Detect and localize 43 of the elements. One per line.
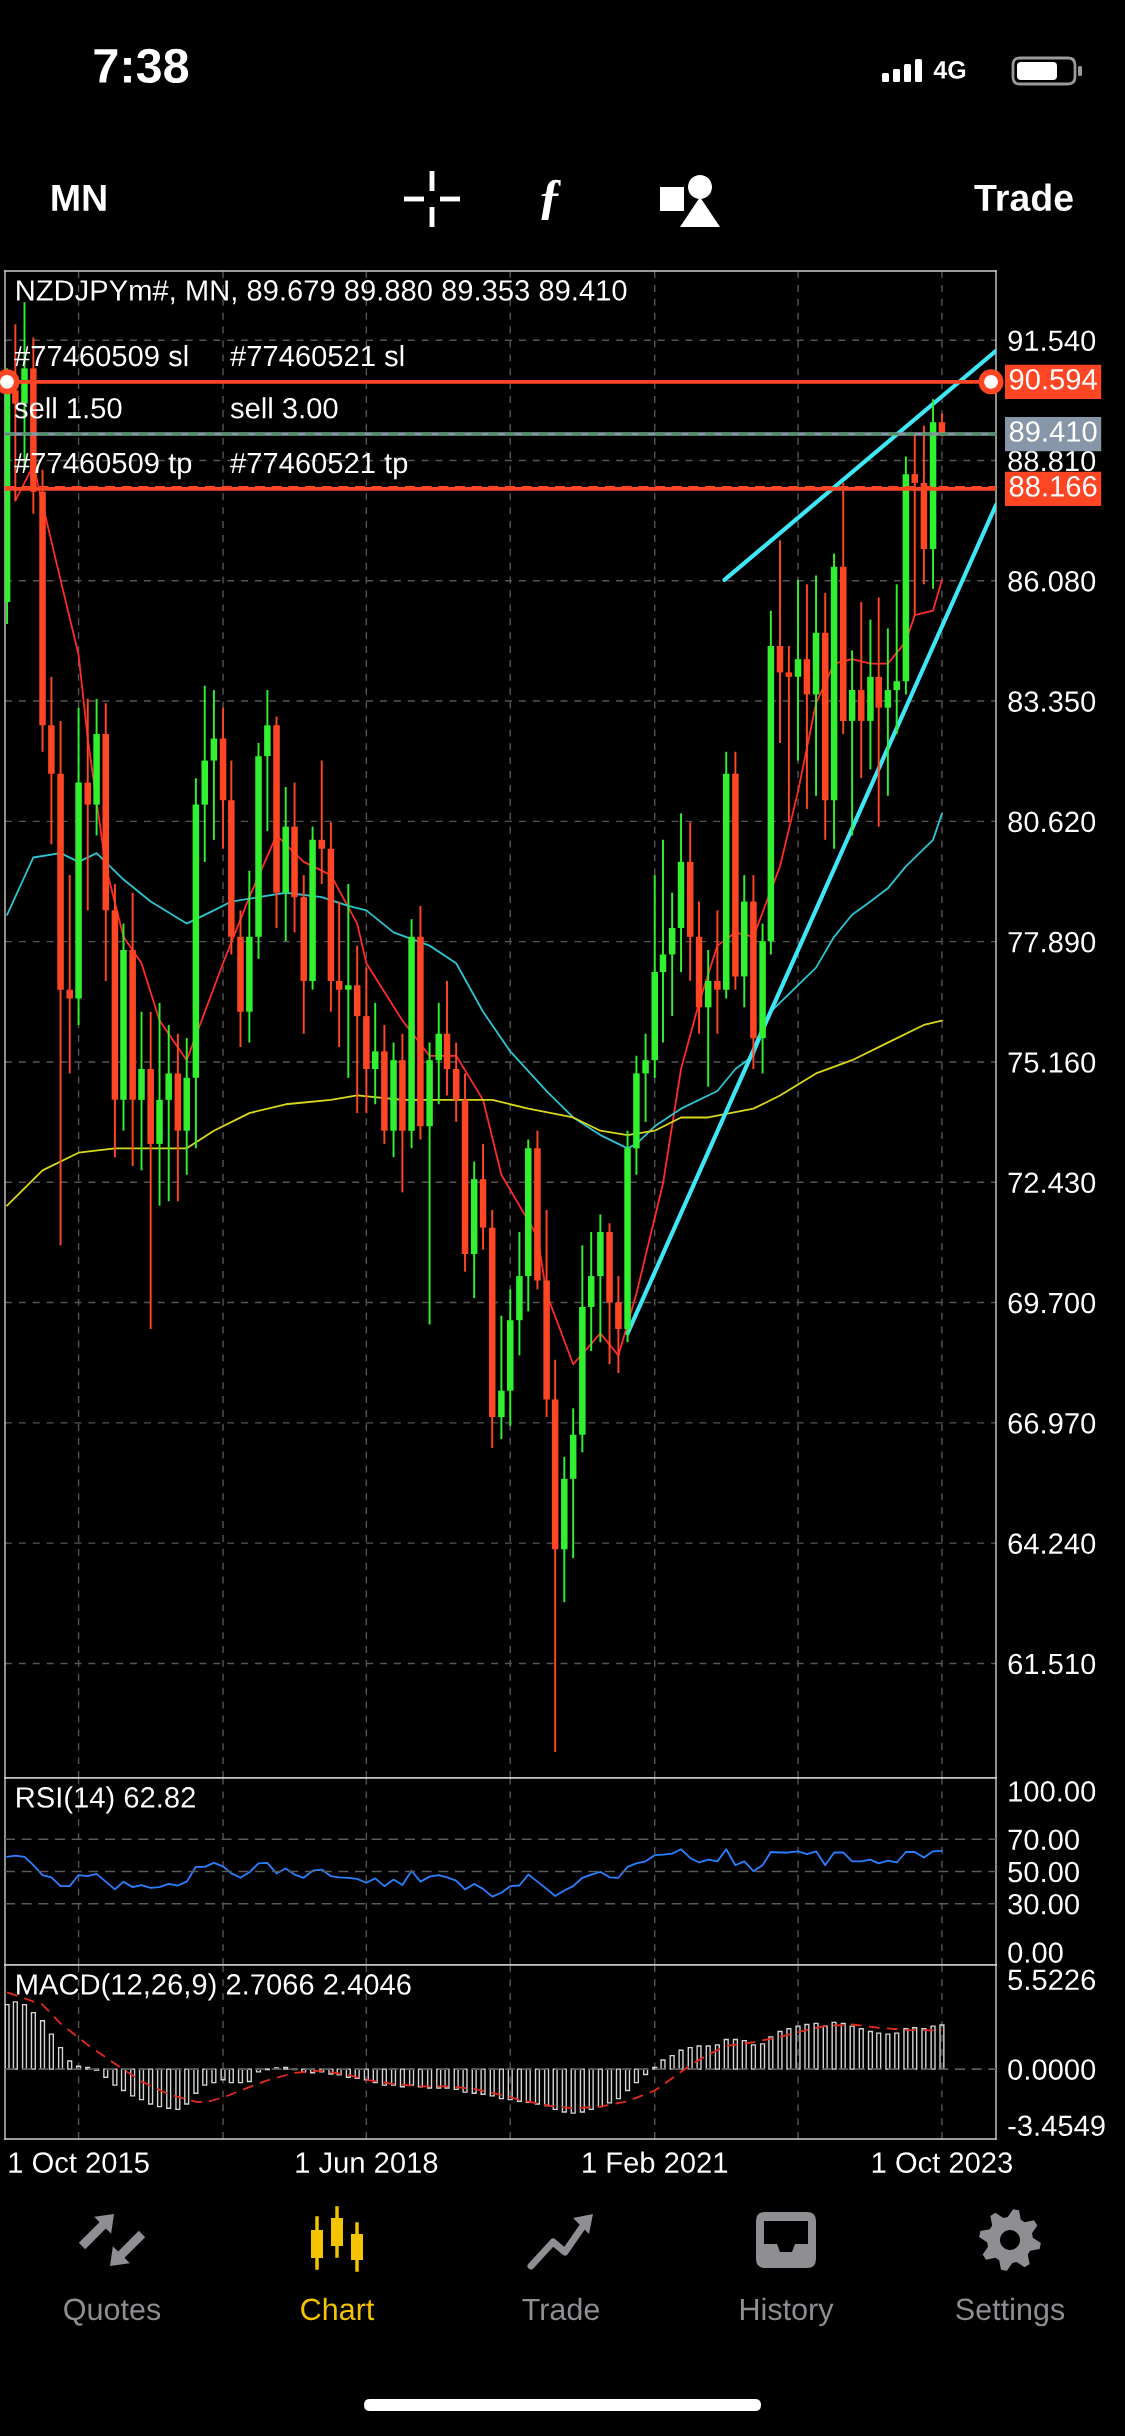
chart-title: RSI(14) 62.82 [17, 1786, 195, 1814]
y-tick-label: 83.350 [1008, 691, 1096, 712]
y-tick-label: 69.700 [1008, 1292, 1096, 1314]
text: 7:38 [94, 48, 189, 84]
y-tick-label: 77.890 [1008, 931, 1096, 953]
ref-line-label: 88.166 [1009, 476, 1097, 497]
annotation: sell 3.00 [230, 397, 338, 419]
text: Chart [301, 2297, 375, 2321]
chart-title: MACD(12,26,9) 2.7066 2.4046 [17, 1973, 411, 2001]
y-tick-label: 61.510 [1008, 1653, 1096, 1675]
y-tick-label: 66.970 [1008, 1413, 1096, 1434]
y-tick-label: 100.00 [1009, 1781, 1096, 1802]
y-tick-label: 50.00 [1008, 1861, 1079, 1883]
y-tick-label: 5.5226 [1008, 1969, 1096, 1991]
annotation: #77460521 tp [230, 452, 408, 480]
y-tick-label: 91.540 [1008, 330, 1096, 352]
x-tick-label: 1 Jun 2018 [296, 2152, 438, 2173]
y-tick-label: 0.0000 [1008, 2059, 1096, 2080]
ref-line-label: 90.594 [1009, 369, 1097, 390]
ref-line-label: 89.410 [1009, 421, 1097, 442]
text: Settings [956, 2297, 1065, 2327]
text: 4G [933, 61, 966, 79]
y-tick-label: 88.810 [1008, 450, 1096, 472]
y-tick-label: 30.00 [1008, 1893, 1079, 1915]
text: ƒ [541, 179, 561, 220]
y-tick-label: 80.620 [1008, 811, 1096, 833]
text: Trade [974, 183, 1073, 212]
y-tick-label: -3.4549 [1008, 2115, 1105, 2137]
chart-title: NZDJPYm#, MN, 89.679 89.880 89.353 89.410 [17, 280, 627, 305]
y-tick-label: 70.00 [1008, 1829, 1079, 1851]
y-tick-label: 75.160 [1008, 1052, 1096, 1073]
x-tick-label: 1 Oct 2023 [872, 2152, 1012, 2173]
text: Trade [522, 2297, 599, 2321]
x-tick-label: 1 Oct 2015 [9, 2152, 149, 2173]
annotation: #77460521 sl [230, 344, 404, 367]
y-tick-label: 86.080 [1008, 570, 1096, 592]
x-tick-label: 1 Feb 2021 [583, 2151, 728, 2173]
y-tick-label: 64.240 [1008, 1533, 1096, 1554]
y-tick-label: 0.00 [1008, 1942, 1063, 1963]
text: MN [52, 184, 106, 211]
text: History [740, 2297, 834, 2327]
text: Quotes [64, 2298, 161, 2326]
y-tick-label: 72.430 [1008, 1172, 1096, 1194]
